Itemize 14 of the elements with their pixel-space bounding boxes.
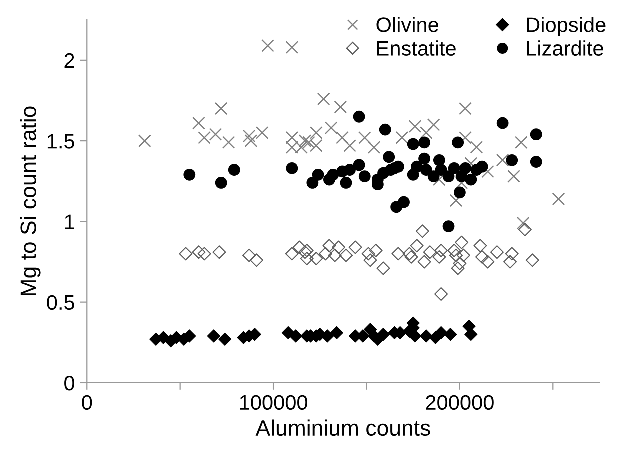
y-tick-label: 1 <box>65 214 74 230</box>
y-axis-title: Mg to Si count ratio <box>20 106 41 296</box>
legend-label: Enstatite <box>377 40 456 56</box>
legend-label: Lizardite <box>527 40 604 56</box>
x-tick-label: 200000 <box>426 395 494 410</box>
y-tick-label: 0 <box>64 376 75 391</box>
y-tick-label: 0.5 <box>47 295 74 310</box>
x-tick-label: 100000 <box>240 395 308 410</box>
x-axis-title: Aluminium counts <box>256 420 430 436</box>
x-tick-label: 0 <box>82 395 92 410</box>
legend-label: Olivine <box>376 17 439 32</box>
y-tick-label: 2 <box>64 53 74 68</box>
y-tick-label: 1.5 <box>48 134 74 149</box>
legend-label: Diopside <box>527 17 606 37</box>
